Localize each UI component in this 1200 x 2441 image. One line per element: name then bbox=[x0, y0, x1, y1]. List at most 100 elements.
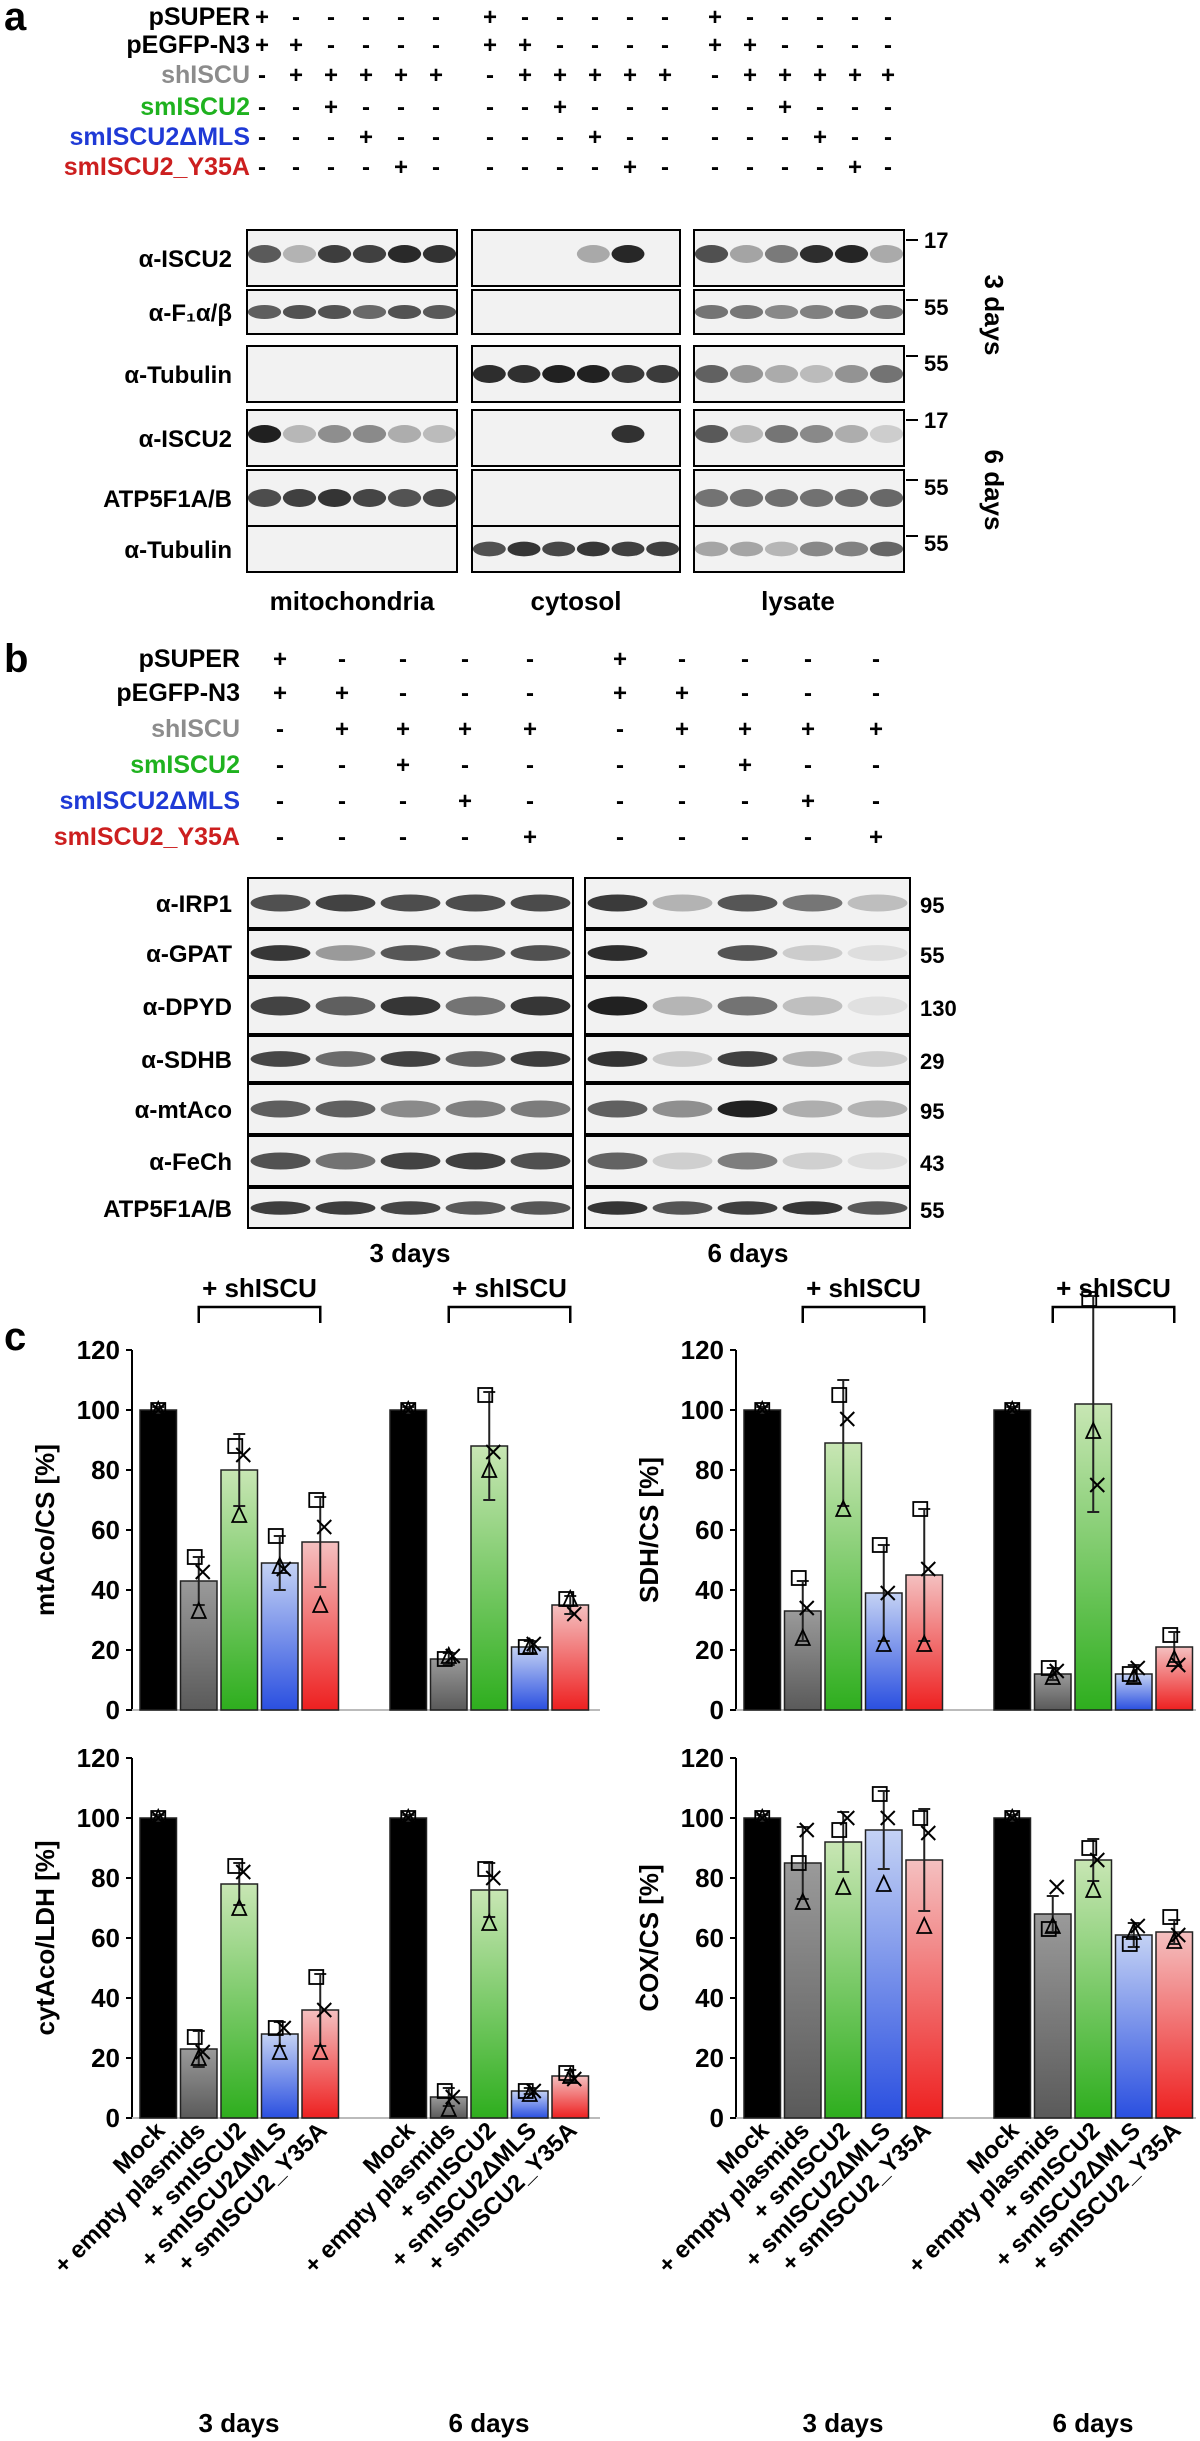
mark-a: - bbox=[816, 94, 824, 121]
mark-a: - bbox=[258, 94, 266, 121]
bar bbox=[993, 1817, 1032, 2119]
row-label-a: smISCU2 bbox=[140, 93, 250, 121]
mark-b: - bbox=[872, 646, 880, 673]
a6d-blot-membrane bbox=[693, 409, 905, 467]
replicate-point bbox=[521, 2083, 539, 2102]
mark-b: + bbox=[458, 788, 472, 815]
b-band bbox=[445, 1051, 506, 1067]
mark-a: - bbox=[327, 32, 335, 59]
replicate-point bbox=[566, 2071, 582, 2087]
mark-a: - bbox=[397, 124, 405, 151]
replicate-point bbox=[875, 1633, 893, 1652]
b-band bbox=[380, 894, 441, 912]
mark-a: + bbox=[588, 124, 602, 151]
replicate-point bbox=[235, 1864, 251, 1880]
b-blot-label: α-GPAT bbox=[146, 941, 232, 968]
bracket-label: + shISCU bbox=[806, 1273, 921, 1303]
a3d-band bbox=[317, 245, 352, 263]
replicate-point bbox=[1130, 1660, 1146, 1676]
replicate-point bbox=[526, 2083, 542, 2099]
mark-a: - bbox=[711, 62, 719, 89]
a6d-blot-membrane bbox=[693, 469, 905, 527]
b-band bbox=[315, 894, 376, 912]
mw-marker-a: 17 bbox=[924, 408, 948, 433]
a6d-band bbox=[352, 425, 387, 443]
y-tick-label: 100 bbox=[681, 1395, 724, 1425]
mark-a: + bbox=[708, 4, 722, 31]
y-tick-label: 40 bbox=[91, 1575, 120, 1605]
bracket-label: + shISCU bbox=[202, 1273, 317, 1303]
mark-a: - bbox=[591, 94, 599, 121]
a6d-band bbox=[646, 541, 680, 557]
mark-a: - bbox=[661, 94, 669, 121]
mark-b: + bbox=[523, 824, 537, 851]
bar bbox=[743, 1409, 782, 1711]
mark-a: - bbox=[292, 94, 300, 121]
mark-a: + bbox=[429, 62, 443, 89]
a6d-band bbox=[507, 541, 541, 557]
row-label-b: shISCU bbox=[151, 715, 240, 743]
bar bbox=[470, 1889, 509, 2119]
replicate-point bbox=[436, 1651, 453, 1667]
mark-a: - bbox=[851, 32, 859, 59]
mark-b: - bbox=[872, 788, 880, 815]
a6d-band bbox=[694, 541, 729, 557]
replicate-point bbox=[235, 1447, 251, 1463]
b-band bbox=[315, 1201, 376, 1215]
replicate-point bbox=[150, 1402, 166, 1418]
replicate-point bbox=[230, 1504, 248, 1523]
mark-a: + bbox=[483, 32, 497, 59]
a6d-band bbox=[799, 425, 834, 443]
replicate-point bbox=[526, 1636, 542, 1652]
mark-a: + bbox=[359, 124, 373, 151]
replicate-point bbox=[276, 1561, 292, 1577]
mark-a: - bbox=[746, 4, 754, 31]
replicate-point bbox=[480, 1459, 498, 1478]
mark-b: + bbox=[273, 646, 287, 673]
y-tick-label: 80 bbox=[695, 1863, 724, 1893]
shiscu-bracket bbox=[447, 1305, 572, 1323]
b-band bbox=[315, 945, 376, 961]
mark-a: + bbox=[813, 124, 827, 151]
a3d-band bbox=[729, 304, 764, 320]
mark-b: - bbox=[804, 646, 812, 673]
a3d-blot-membrane bbox=[693, 345, 905, 403]
y-axis-label: cytAco/LDH [%] bbox=[30, 1840, 60, 2035]
mw-marker-b: 43 bbox=[920, 1151, 944, 1176]
mark-a: - bbox=[397, 32, 405, 59]
mark-b: - bbox=[526, 646, 534, 673]
replicate-point bbox=[445, 2089, 461, 2105]
row-label-a: pSUPER bbox=[149, 3, 250, 31]
mark-a: - bbox=[746, 154, 754, 181]
y-tick-label: 60 bbox=[91, 1515, 120, 1545]
replicate-point bbox=[880, 1585, 896, 1601]
mark-b: - bbox=[461, 752, 469, 779]
a6d-band bbox=[387, 489, 422, 507]
replicate-point bbox=[271, 2041, 289, 2060]
b-blot-label: α-mtAco bbox=[135, 1097, 232, 1124]
b-band bbox=[587, 1152, 648, 1170]
bar bbox=[260, 2033, 299, 2119]
a3d-band bbox=[282, 304, 317, 320]
a6d-band bbox=[834, 541, 869, 557]
replicate-point bbox=[834, 1876, 852, 1895]
a6d-blot-membrane bbox=[471, 525, 681, 573]
a3d-band bbox=[646, 365, 680, 383]
bar bbox=[743, 1817, 782, 2119]
a3d-band bbox=[764, 365, 799, 383]
b-band bbox=[510, 1152, 571, 1170]
bar bbox=[783, 1862, 822, 2119]
a6d-band bbox=[869, 541, 904, 557]
row-label-a: smISCU2_Y35A bbox=[64, 153, 250, 181]
y-tick-label: 80 bbox=[91, 1863, 120, 1893]
mark-b: - bbox=[741, 788, 749, 815]
replicate-point bbox=[754, 1402, 770, 1418]
a3d-band bbox=[352, 304, 387, 320]
mark-a: - bbox=[521, 4, 529, 31]
a3d-band bbox=[729, 245, 764, 263]
mark-a: - bbox=[816, 4, 824, 31]
mark-a: - bbox=[781, 4, 789, 31]
y-tick-label: 80 bbox=[695, 1455, 724, 1485]
a3d-band bbox=[352, 245, 387, 263]
